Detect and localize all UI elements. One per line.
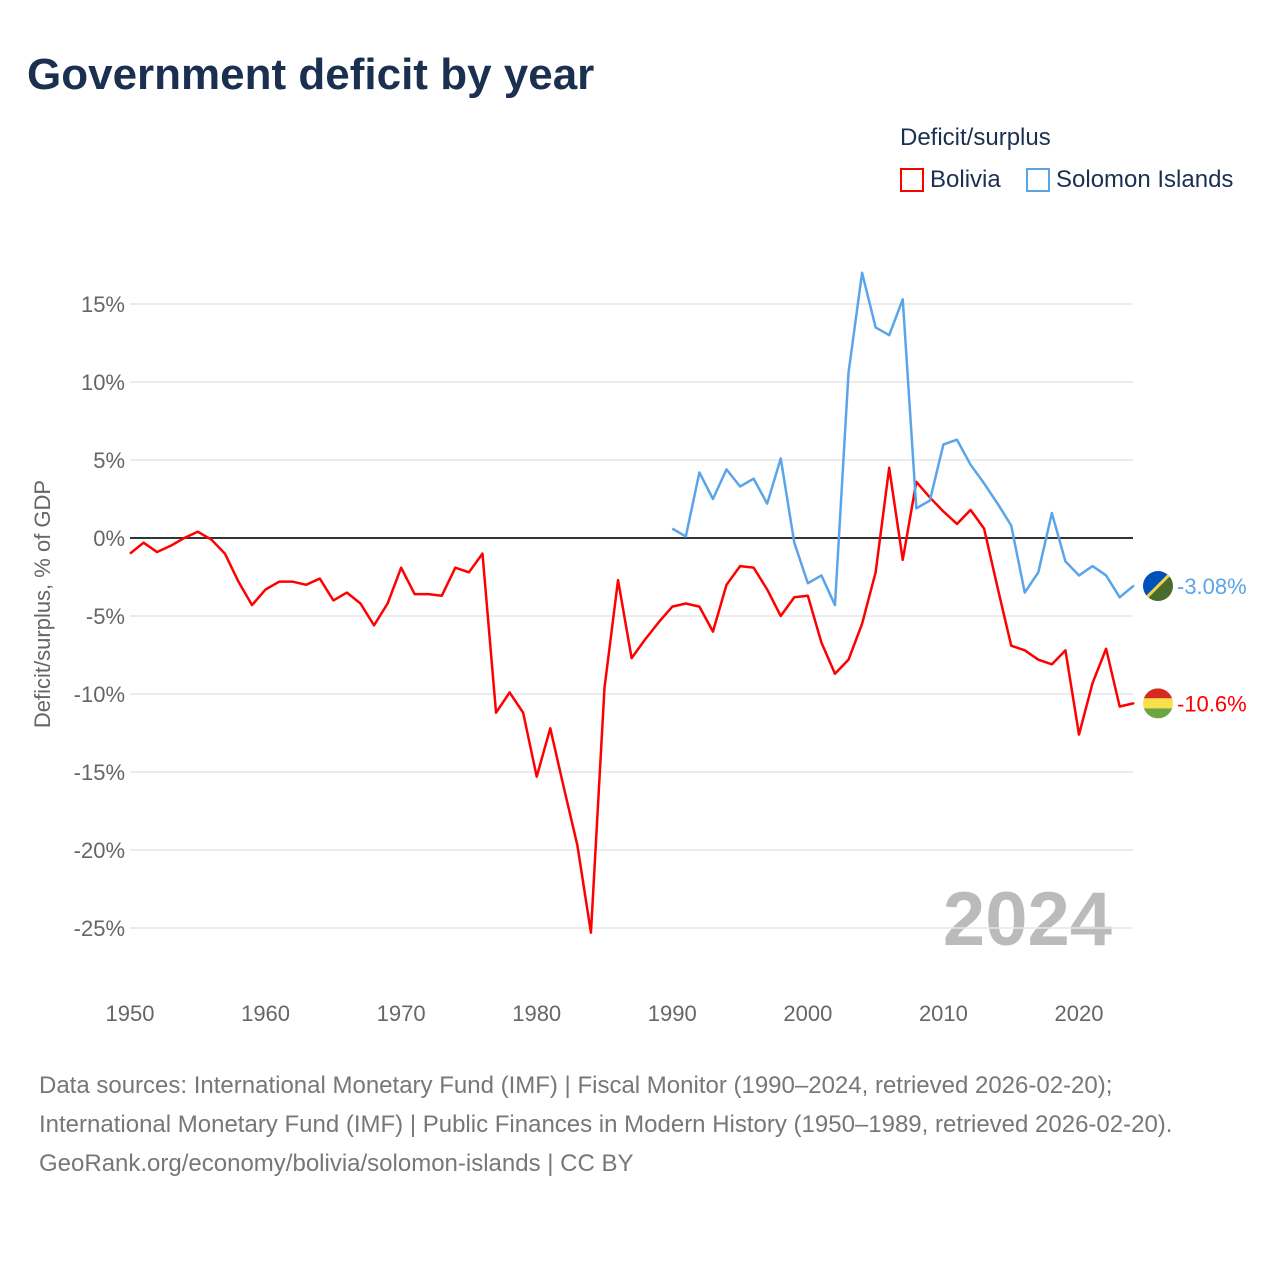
line-chart: Deficit/surplus, % of GDP 2024 15% 10% 5% 0…	[30, 271, 1247, 1026]
x-tick-label: 2010	[919, 1001, 968, 1026]
series-line-bolivia	[129, 466, 1135, 934]
flag-stripe-yellow	[1143, 698, 1173, 709]
y-tick-label: -5%	[86, 604, 125, 629]
flag-stripe-green	[1143, 708, 1173, 719]
legend-label: Bolivia	[930, 166, 1001, 193]
x-tick-label: 1960	[241, 1001, 290, 1026]
legend-label: Solomon Islands	[1056, 166, 1234, 193]
legend-swatch-bolivia	[900, 168, 924, 192]
series-line-solomon-islands	[671, 271, 1135, 607]
x-tick-label: 1980	[512, 1001, 561, 1026]
y-tick-label: 0%	[93, 526, 125, 551]
y-tick-label: 5%	[93, 448, 125, 473]
end-value-label-solomon-islands: -3.08%	[1177, 574, 1247, 599]
legend-title: Deficit/surplus	[900, 124, 1051, 151]
end-value-label-bolivia: -10.6%	[1177, 691, 1247, 716]
y-axis-label: Deficit/surplus, % of GDP	[30, 480, 55, 728]
y-tick-label: -20%	[74, 838, 125, 863]
attribution-link[interactable]: GeoRank.org/economy/bolivia/solomon-isla…	[39, 1150, 634, 1177]
x-tick-label: 2020	[1055, 1001, 1104, 1026]
y-tick-label: -10%	[74, 682, 125, 707]
y-tick-label: -15%	[74, 760, 125, 785]
y-tick-label: 15%	[81, 292, 125, 317]
legend-item-solomon-islands[interactable]: Solomon Islands	[1026, 166, 1233, 194]
flag-stripe	[1143, 571, 1173, 602]
sources-text: Data sources: International Monetary Fun…	[39, 1072, 1173, 1138]
flag-stripe-red	[1143, 688, 1173, 699]
legend-item-bolivia[interactable]: Bolivia	[900, 166, 1001, 194]
x-tick-label: 1990	[648, 1001, 697, 1026]
chart-title: Government deficit by year	[27, 50, 595, 99]
flag-icon-bolivia	[1143, 688, 1173, 719]
x-tick-label: 1970	[377, 1001, 426, 1026]
x-tick-label: 2000	[783, 1001, 832, 1026]
data-sources: Data sources: International Monetary Fun…	[39, 1066, 1239, 1183]
x-tick-label: 1950	[106, 1001, 155, 1026]
year-watermark: 2024	[943, 877, 1112, 962]
y-tick-label: -25%	[74, 916, 125, 941]
legend-swatch-solomon-islands	[1026, 168, 1050, 192]
flag-icon-solomon-islands	[1143, 571, 1173, 602]
y-tick-label: 10%	[81, 370, 125, 395]
